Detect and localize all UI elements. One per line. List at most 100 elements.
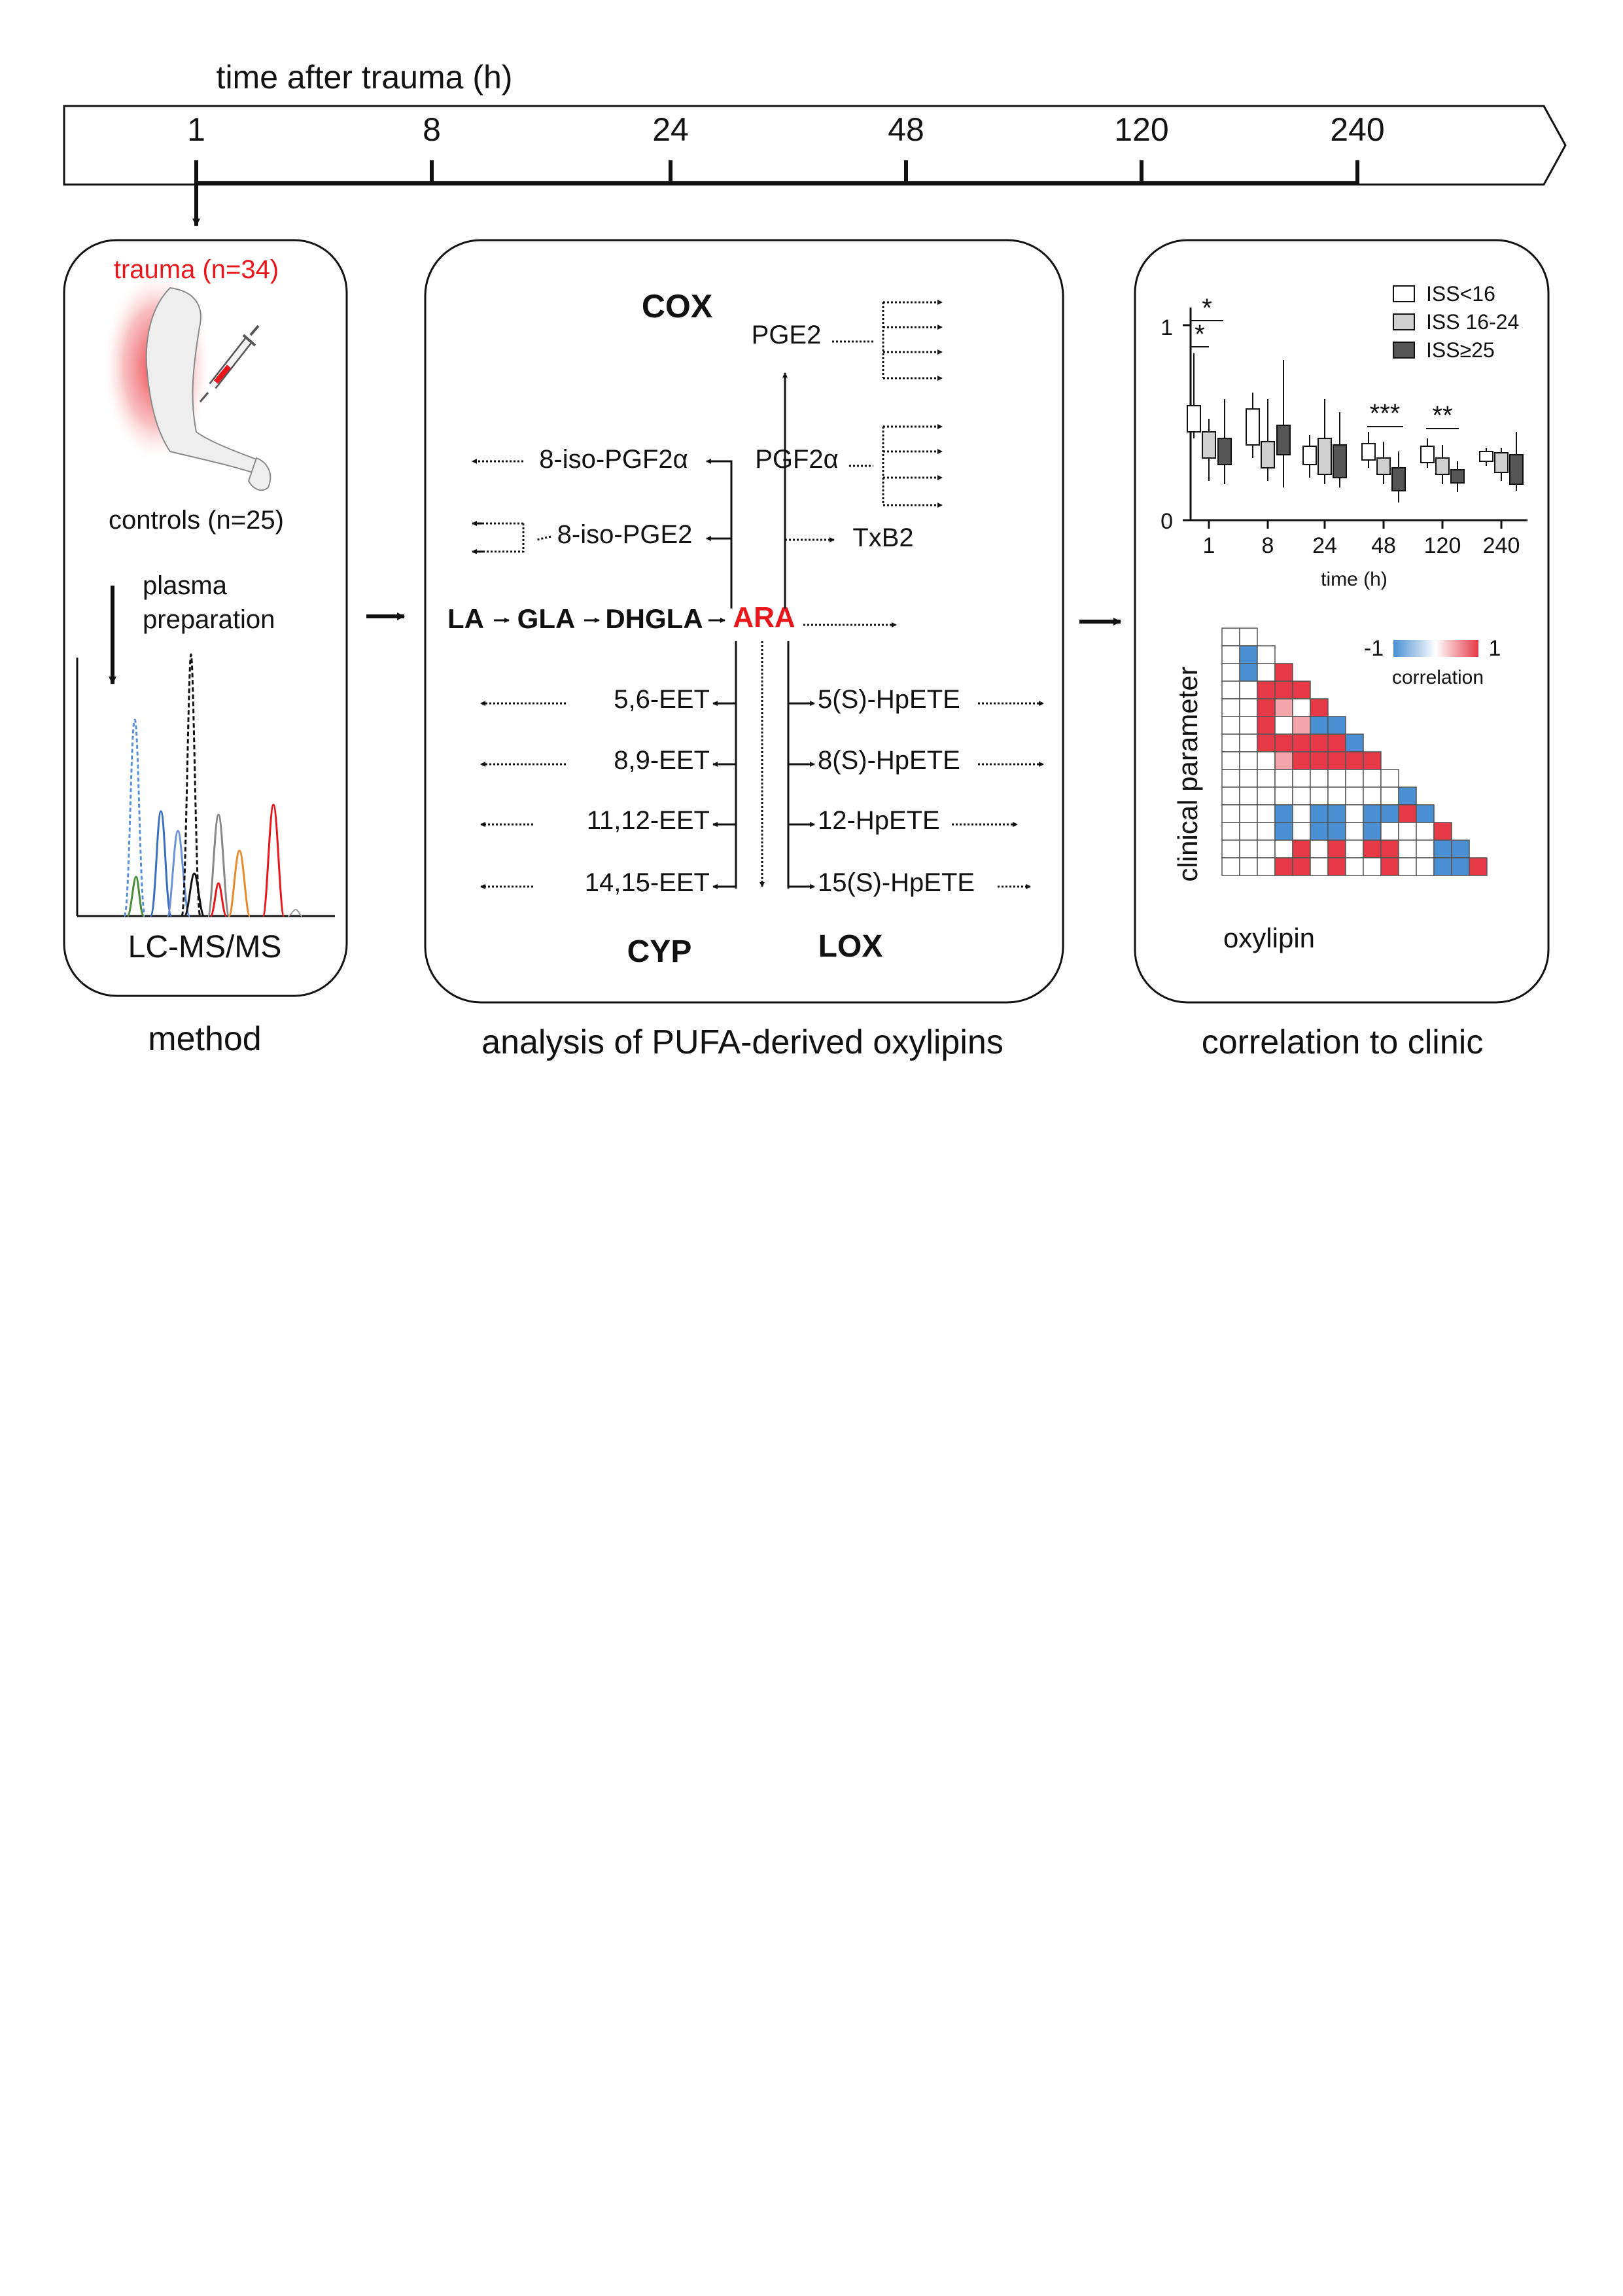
heatmap-cell [1327, 804, 1346, 823]
y-tick-label: 1 [1161, 315, 1173, 340]
legend-swatch [1393, 313, 1415, 330]
scale-min-label: -1 [1364, 636, 1384, 661]
heatmap-cell [1398, 786, 1417, 805]
heatmap-y-label: clinical parameter [1172, 666, 1203, 881]
hpete-label: 15(S)-HpETE [818, 868, 975, 897]
heatmap-cell [1257, 716, 1276, 735]
x-tick-label: 48 [1371, 533, 1396, 558]
heatmap-cell [1398, 822, 1417, 841]
lox-label: LOX [818, 929, 883, 964]
heatmap-cell [1327, 733, 1346, 752]
heatmap-cell [1274, 786, 1293, 805]
heatmap-cell [1363, 804, 1382, 823]
heatmap-cell [1221, 751, 1240, 770]
iso-pge2-label: 8-iso-PGE2 [557, 520, 693, 549]
heatmap-cell [1257, 769, 1276, 788]
heatmap-cell [1292, 786, 1311, 805]
chain-dhgla: DHGLA [605, 603, 703, 634]
heatmap-cell [1274, 751, 1293, 770]
heatmap-cell [1345, 857, 1364, 876]
heatmap-cell [1451, 839, 1470, 858]
eet-label: 14,15-EET [585, 868, 710, 897]
heatmap-cell [1327, 769, 1346, 788]
lcms-label: LC-MS/MS [128, 930, 282, 964]
heatmap-cell [1310, 822, 1329, 841]
heatmap-cell [1327, 857, 1346, 876]
heatmap-cell [1292, 733, 1311, 752]
correlation-scale-bar [1393, 640, 1478, 657]
analysis-caption: analysis of PUFA-derived oxylipins [481, 1023, 1003, 1061]
heatmap-cell [1310, 733, 1329, 752]
heatmap-cell [1363, 857, 1382, 876]
heatmap-cell [1274, 804, 1293, 823]
significance-marker: *** [1370, 399, 1401, 428]
x-tick-label: 8 [1262, 533, 1274, 558]
heatmap-cell [1239, 804, 1258, 823]
heatmap-cell [1310, 751, 1329, 770]
legend-swatch [1393, 342, 1415, 359]
clinic-panel: 1 0 1 8 24 48 120 240 time (h) [1134, 239, 1550, 1061]
heatmap-cell [1274, 663, 1293, 682]
legend-label: ISS<16 [1426, 282, 1495, 306]
legend-swatch [1393, 285, 1415, 302]
heatmap-cell [1239, 751, 1258, 770]
plasma-label-line1: plasma [143, 571, 228, 600]
heatmap-cell [1257, 822, 1276, 841]
boxplot-legend: ISS<16 ISS 16-24 ISS≥25 [1393, 282, 1519, 362]
heatmap-cell [1380, 804, 1399, 823]
heatmap-cell [1380, 769, 1399, 788]
txb2-label: TxB2 [852, 523, 913, 552]
heatmap-cell [1416, 839, 1435, 858]
heatmap-cell [1257, 857, 1276, 876]
heatmap-cell [1292, 680, 1311, 699]
correlation-heatmap: clinical parameter oxylipin -1 1 correla… [1172, 627, 1501, 953]
boxplot: 1 0 1 8 24 48 120 240 time (h) [1161, 282, 1527, 590]
analysis-panel-box [424, 239, 1064, 1004]
chain-gla: GLA [517, 603, 576, 634]
heatmap-cell [1363, 839, 1382, 858]
heatmap-cell [1257, 733, 1276, 752]
significance-marker: * [1202, 294, 1212, 323]
heatmap-cell [1292, 698, 1311, 717]
heatmap-cell [1221, 769, 1240, 788]
heatmap-cell [1310, 769, 1329, 788]
heatmap-cell [1345, 804, 1364, 823]
x-tick-label: 120 [1424, 533, 1461, 558]
heatmap-cell [1221, 627, 1240, 646]
heatmap-cell [1327, 839, 1346, 858]
heatmap-cell [1221, 804, 1240, 823]
method-panel: trauma (n=34) controls (n=25) plasma pre… [63, 239, 348, 1058]
heatmap-cell [1292, 804, 1311, 823]
cox-label: COX [642, 288, 712, 325]
heatmap-cell [1398, 839, 1417, 858]
heatmap-cell [1363, 769, 1382, 788]
heatmap-cell [1257, 839, 1276, 858]
x-tick-label: 1 [1203, 533, 1215, 558]
heatmap-cells [1221, 627, 1488, 876]
heatmap-cell [1239, 680, 1258, 699]
heatmap-cell [1239, 645, 1258, 664]
heatmap-cell [1292, 716, 1311, 735]
cyp-label: CYP [627, 934, 692, 969]
heatmap-cell [1310, 698, 1329, 717]
timeline-tick-label: 24 [652, 111, 689, 148]
heatmap-cell [1221, 680, 1240, 699]
heatmap-cell [1310, 839, 1329, 858]
heatmap-cell [1239, 786, 1258, 805]
scale-max-label: 1 [1489, 636, 1501, 661]
heatmap-cell [1416, 804, 1435, 823]
heatmap-cell [1221, 822, 1240, 841]
chromatogram [76, 653, 335, 917]
heatmap-cell [1257, 804, 1276, 823]
heatmap-cell [1239, 733, 1258, 752]
heatmap-cell [1416, 857, 1435, 876]
timeline-ticks [194, 160, 1359, 185]
heatmap-cell [1292, 769, 1311, 788]
timeline-tick-label: 48 [888, 111, 924, 148]
heatmap-cell [1221, 698, 1240, 717]
heatmap-cell [1310, 857, 1329, 876]
heatmap-cell [1221, 786, 1240, 805]
heatmap-cell [1274, 839, 1293, 858]
timeline-title: time after trauma (h) [217, 59, 513, 96]
hpete-label: 5(S)-HpETE [818, 685, 960, 714]
